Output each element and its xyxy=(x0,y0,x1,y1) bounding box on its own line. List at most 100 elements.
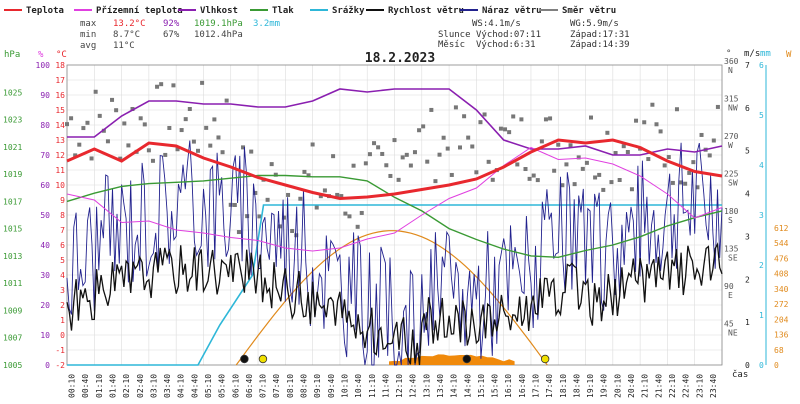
wind-direction-point xyxy=(699,132,704,137)
tick-label-pct: 20 xyxy=(40,301,50,310)
tick-label-compass: SW xyxy=(728,179,738,188)
tick-label-hpa: 1025 xyxy=(3,88,22,97)
wind-direction-point xyxy=(89,156,94,161)
wind-direction-point xyxy=(200,80,205,85)
x-tick-label: 22:40 xyxy=(682,374,691,398)
wind-direction-point xyxy=(490,177,495,182)
wind-direction-point xyxy=(425,159,430,164)
wind-direction-point xyxy=(609,180,614,185)
wind-direction-point xyxy=(302,169,307,174)
wind-direction-point xyxy=(236,230,241,235)
wind-direction-point xyxy=(187,107,192,112)
tick-label-deg: 180 xyxy=(724,207,739,216)
wind-direction-point xyxy=(290,228,295,233)
tick-label-hpa: 1005 xyxy=(3,361,22,370)
tick-label-pct: 90 xyxy=(40,91,50,100)
tick-label-ms: 1 xyxy=(745,318,750,327)
x-tick-label: 13:40 xyxy=(436,374,445,398)
tick-label-compass: W xyxy=(728,141,733,150)
wind-direction-point xyxy=(691,160,696,165)
tick-label-ms: 5 xyxy=(745,147,750,156)
x-tick-label: 09:10 xyxy=(313,374,322,398)
wind-direction-point xyxy=(666,155,671,160)
sun-set: Západ:17:31 xyxy=(570,30,630,40)
legend-label: Směr větru xyxy=(562,5,616,16)
wind-direction-point xyxy=(478,120,483,125)
x-tick-label: 04:40 xyxy=(190,374,199,398)
wind-direction-point xyxy=(621,144,626,149)
wind-direction-point xyxy=(196,148,200,153)
tick-label-w: 476 xyxy=(774,254,789,263)
wind-direction-point xyxy=(642,120,647,125)
tick-label-degc: 0 xyxy=(60,331,65,340)
x-tick-label: 10:40 xyxy=(354,374,363,398)
tick-label-compass: S xyxy=(728,216,733,225)
wind-direction-point xyxy=(404,152,409,157)
wind-direction-point xyxy=(220,150,225,155)
tick-label-ms: 0 xyxy=(745,361,750,370)
wind-direction-point xyxy=(249,149,254,154)
chart-title: 18.2.2023 xyxy=(365,51,435,66)
wind-direction-point xyxy=(376,145,381,150)
axis-title-hpa: hPa xyxy=(4,50,20,60)
tick-label-hpa: 1015 xyxy=(3,225,22,234)
legend-label: Srážky xyxy=(332,6,365,16)
tick-label-hpa: 1007 xyxy=(3,334,22,343)
wind-direction-point xyxy=(93,89,98,94)
wind-direction-point xyxy=(224,98,229,103)
legend-label: Tlak xyxy=(272,6,294,16)
tick-label-mm: 0 xyxy=(759,361,764,370)
tick-label-w: 136 xyxy=(774,331,789,340)
wind-direction-point xyxy=(429,107,434,112)
tick-label-compass: N xyxy=(728,66,733,75)
wind-direction-point xyxy=(400,155,405,160)
wind-direction-point xyxy=(392,138,397,143)
moonrise-marker xyxy=(240,354,249,364)
wind-direction-point xyxy=(318,194,323,199)
tick-label-ms: 6 xyxy=(745,104,750,113)
wind-direction-point xyxy=(412,150,417,155)
wind-direction-point xyxy=(462,114,467,119)
tick-label-deg: 90 xyxy=(724,282,734,291)
wind-direction-point xyxy=(441,135,446,140)
wind-direction-point xyxy=(286,192,291,197)
x-tick-label: 03:40 xyxy=(163,374,172,398)
tick-label-deg: 360 xyxy=(724,57,739,66)
tick-label-ms: 3 xyxy=(745,232,750,241)
x-axis-labels: 00:10 00:40 01:10 01:40 02:10 02:40 03:10 03:40… xyxy=(68,374,718,398)
tick-label-w: 340 xyxy=(774,285,789,294)
tick-label-mm: 3 xyxy=(759,211,764,220)
stats-avg-temp: 11°C xyxy=(113,41,135,51)
wind-direction-point xyxy=(216,135,221,140)
tick-label-hpa: 1021 xyxy=(3,143,22,152)
sun-label: Slunce xyxy=(438,30,471,40)
tick-label-mm: 2 xyxy=(759,261,764,270)
tick-label-deg: 225 xyxy=(724,170,739,179)
sunrise-marker xyxy=(258,354,268,364)
wind-direction-point xyxy=(101,128,106,133)
wind-direction-point xyxy=(77,142,82,147)
legend-label: Náraz větru xyxy=(482,5,542,16)
x-tick-label: 00:10 xyxy=(68,374,77,398)
wind-direction-point xyxy=(466,135,471,140)
axis-title-pct: % xyxy=(38,50,44,60)
x-tick-label: 15:10 xyxy=(477,374,486,398)
x-tick-label: 18:10 xyxy=(559,374,568,398)
wind-direction-point xyxy=(114,108,119,113)
wind-direction-point xyxy=(470,144,475,149)
wind-direction-point xyxy=(625,149,630,154)
wind-direction-point xyxy=(449,172,454,177)
wind-direction-point xyxy=(515,162,520,167)
wind-direction-point xyxy=(433,179,438,184)
stats-max-temp: 13.2°C xyxy=(113,19,146,29)
wind-direction-point xyxy=(474,170,479,175)
x-tick-label: 05:40 xyxy=(218,374,227,398)
wind-direction-point xyxy=(159,82,164,87)
series-teplota xyxy=(66,138,723,201)
tick-label-degc: 11 xyxy=(55,166,65,175)
wind-direction-point xyxy=(687,170,692,175)
wind-direction-point xyxy=(519,117,524,122)
wind-direction-point xyxy=(208,143,213,148)
wind-direction-point xyxy=(105,139,110,144)
